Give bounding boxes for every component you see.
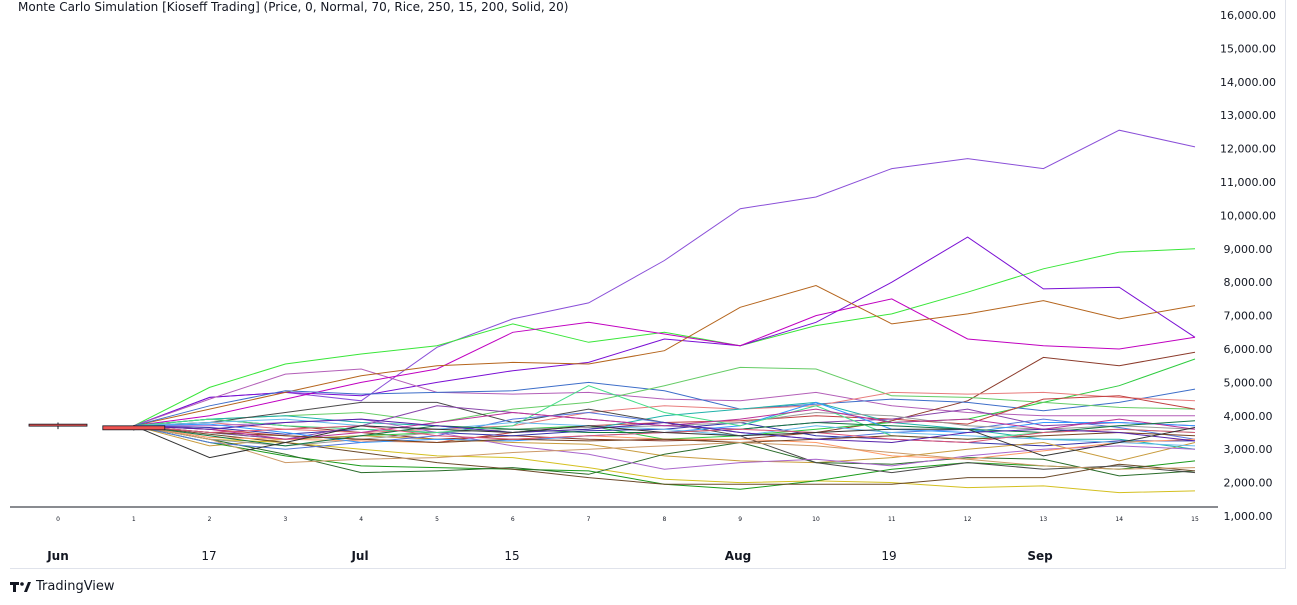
series-line-14 xyxy=(133,425,1196,494)
y-tick-label: 10,000.00 xyxy=(1220,209,1276,222)
date-label: 17 xyxy=(201,549,216,563)
y-tick-label: 8,000.00 xyxy=(1224,276,1273,289)
x-tick-label: 3 xyxy=(283,516,287,523)
brand-name: TradingView xyxy=(36,579,115,594)
series-line-13 xyxy=(133,425,1196,464)
date-label: Jul xyxy=(350,549,368,563)
x-tick-label: 8 xyxy=(662,516,666,523)
series-line-4 xyxy=(133,298,1196,427)
candle-layer xyxy=(28,422,166,431)
brand[interactable]: TradingView xyxy=(10,579,115,594)
y-tick-label: 15,000.00 xyxy=(1220,42,1276,55)
x-tick-label: 6 xyxy=(511,516,515,523)
series-line-0 xyxy=(133,129,1196,427)
x-tick-label: 13 xyxy=(1040,516,1048,523)
chart-title: Monte Carlo Simulation [Kioseff Trading]… xyxy=(18,0,569,14)
date-label: 15 xyxy=(504,549,519,563)
x-tick-label: 5 xyxy=(435,516,439,523)
series-line-11 xyxy=(133,395,1196,444)
x-tick-label: 9 xyxy=(738,516,742,523)
series-line-16 xyxy=(133,425,1196,477)
series-line-33 xyxy=(133,418,1196,444)
y-tick-label: 6,000.00 xyxy=(1224,343,1273,356)
y-tick-label: 5,000.00 xyxy=(1224,376,1273,389)
date-axis: Jun 17 Jul 15 Aug 19 Sep xyxy=(46,549,1053,563)
x-tick-label: 0 xyxy=(56,516,60,523)
date-label: Sep xyxy=(1027,549,1053,563)
y-tick-label: 14,000.00 xyxy=(1220,76,1276,89)
series-line-34 xyxy=(133,425,1196,459)
y-tick-label: 7,000.00 xyxy=(1224,310,1273,323)
date-label: Aug xyxy=(725,549,751,563)
candle-body-1 xyxy=(102,425,166,431)
series-line-17 xyxy=(133,425,1196,485)
x-tick-label: 15 xyxy=(1191,516,1199,523)
series-line-8 xyxy=(133,381,1196,427)
x-tick-label: 2 xyxy=(208,516,212,523)
y-tick-label: 13,000.00 xyxy=(1220,109,1276,122)
x-tick-label: 10 xyxy=(812,516,820,523)
series-line-3 xyxy=(133,368,1195,427)
x-axis: 0 1 2 3 4 5 6 7 8 9 10 11 12 13 14 15 xyxy=(56,516,1199,523)
date-label: 19 xyxy=(881,549,896,563)
y-tick-label: 4,000.00 xyxy=(1224,410,1273,423)
series-line-26 xyxy=(133,385,1196,440)
series-layer xyxy=(133,129,1196,494)
y-tick-label: 16,000.00 xyxy=(1220,9,1276,22)
series-line-9 xyxy=(133,366,1196,427)
x-tick-label: 1 xyxy=(132,516,136,523)
x-tick-label: 4 xyxy=(359,516,363,523)
y-tick-label: 11,000.00 xyxy=(1220,176,1276,189)
series-line-1 xyxy=(133,248,1196,427)
series-line-5 xyxy=(133,284,1196,427)
candle-body-0 xyxy=(28,423,88,427)
y-tick-label: 3,000.00 xyxy=(1224,443,1273,456)
date-label: Jun xyxy=(46,549,69,563)
x-tick-label: 7 xyxy=(587,516,591,523)
y-tick-label: 1,000.00 xyxy=(1224,510,1273,523)
series-line-10 xyxy=(133,391,1196,434)
series-line-30 xyxy=(133,425,1196,470)
x-tick-label: 11 xyxy=(888,516,896,523)
y-tick-label: 12,000.00 xyxy=(1220,143,1276,156)
y-tick-label: 9,000.00 xyxy=(1224,243,1273,256)
series-line-6 xyxy=(133,351,1196,442)
y-axis: 16,000.00 15,000.00 14,000.00 13,000.00 12,0… xyxy=(1220,9,1276,523)
tradingview-logo-icon xyxy=(10,581,31,592)
x-tick-label: 14 xyxy=(1115,516,1123,523)
y-tick-label: 2,000.00 xyxy=(1224,477,1273,490)
x-tick-label: 12 xyxy=(964,516,972,523)
